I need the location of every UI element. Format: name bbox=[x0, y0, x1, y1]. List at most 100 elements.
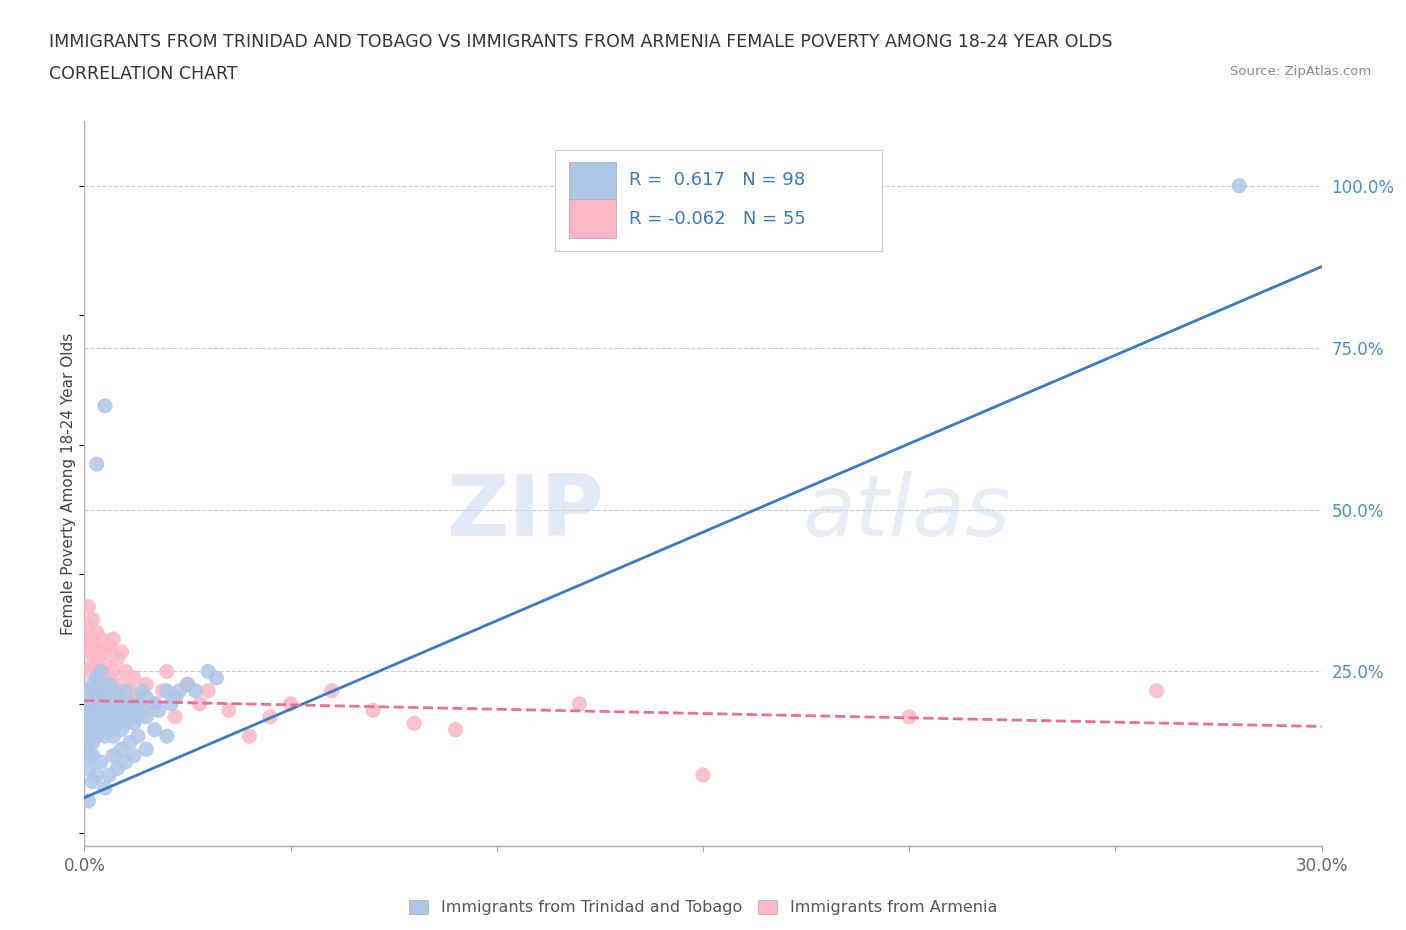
Point bbox=[167, 684, 190, 698]
Point bbox=[197, 684, 219, 698]
Point bbox=[143, 697, 166, 711]
Point bbox=[127, 710, 149, 724]
Point bbox=[94, 677, 117, 692]
Text: IMMIGRANTS FROM TRINIDAD AND TOBAGO VS IMMIGRANTS FROM ARMENIA FEMALE POVERTY AM: IMMIGRANTS FROM TRINIDAD AND TOBAGO VS I… bbox=[49, 33, 1112, 50]
Point bbox=[131, 703, 153, 718]
Point bbox=[77, 697, 100, 711]
Point bbox=[118, 697, 141, 711]
Point bbox=[103, 664, 125, 679]
Text: CORRELATION CHART: CORRELATION CHART bbox=[49, 65, 238, 83]
Point bbox=[105, 716, 128, 731]
Point bbox=[361, 703, 384, 718]
Point bbox=[122, 703, 145, 718]
Point bbox=[77, 631, 100, 646]
Point bbox=[205, 671, 228, 685]
Point bbox=[148, 703, 170, 718]
Point bbox=[77, 723, 100, 737]
Point bbox=[94, 684, 117, 698]
Point bbox=[110, 677, 132, 692]
Point bbox=[114, 697, 136, 711]
Point bbox=[131, 684, 153, 698]
Point bbox=[77, 644, 100, 659]
Point bbox=[238, 729, 260, 744]
Point bbox=[90, 664, 112, 679]
Point bbox=[86, 767, 108, 782]
Point bbox=[103, 710, 125, 724]
Point bbox=[118, 710, 141, 724]
Text: Source: ZipAtlas.com: Source: ZipAtlas.com bbox=[1230, 65, 1371, 78]
Point bbox=[280, 697, 302, 711]
Point bbox=[98, 690, 121, 705]
Point bbox=[98, 677, 121, 692]
Point bbox=[692, 767, 714, 782]
Point bbox=[110, 710, 132, 724]
Point bbox=[94, 398, 117, 413]
Point bbox=[259, 710, 281, 724]
Point bbox=[165, 690, 187, 705]
Point bbox=[94, 729, 117, 744]
Point bbox=[94, 658, 117, 672]
Point bbox=[82, 703, 104, 718]
Point bbox=[82, 631, 104, 646]
Point bbox=[86, 684, 108, 698]
Point bbox=[127, 690, 149, 705]
Legend: Immigrants from Trinidad and Tobago, Immigrants from Armenia: Immigrants from Trinidad and Tobago, Imm… bbox=[402, 894, 1004, 922]
Point bbox=[218, 703, 240, 718]
Point bbox=[77, 684, 100, 698]
Point bbox=[122, 748, 145, 763]
Point bbox=[127, 697, 149, 711]
Point bbox=[197, 664, 219, 679]
Point bbox=[77, 690, 100, 705]
Point bbox=[86, 644, 108, 659]
Point bbox=[110, 723, 132, 737]
Point bbox=[86, 710, 108, 724]
Point bbox=[103, 697, 125, 711]
Text: R = -0.062   N = 55: R = -0.062 N = 55 bbox=[628, 210, 806, 228]
Point bbox=[143, 723, 166, 737]
Point bbox=[188, 697, 211, 711]
Point bbox=[176, 677, 198, 692]
Point bbox=[82, 736, 104, 751]
Point bbox=[135, 742, 157, 757]
Point bbox=[114, 754, 136, 769]
Point bbox=[114, 684, 136, 698]
Point bbox=[82, 716, 104, 731]
Point bbox=[98, 703, 121, 718]
Point bbox=[568, 697, 591, 711]
Point bbox=[114, 664, 136, 679]
Point bbox=[143, 697, 166, 711]
Point bbox=[114, 703, 136, 718]
Point bbox=[82, 723, 104, 737]
Point bbox=[82, 638, 104, 653]
Text: ZIP: ZIP bbox=[446, 472, 605, 554]
Point bbox=[82, 710, 104, 724]
Point bbox=[98, 723, 121, 737]
Point bbox=[105, 651, 128, 666]
Point bbox=[82, 697, 104, 711]
Point bbox=[77, 684, 100, 698]
Point bbox=[118, 684, 141, 698]
Point bbox=[82, 748, 104, 763]
Point bbox=[77, 748, 100, 763]
Point bbox=[86, 457, 108, 472]
Point bbox=[127, 729, 149, 744]
Point bbox=[176, 677, 198, 692]
Point bbox=[122, 671, 145, 685]
Point bbox=[77, 729, 100, 744]
Point bbox=[90, 684, 112, 698]
Y-axis label: Female Poverty Among 18-24 Year Olds: Female Poverty Among 18-24 Year Olds bbox=[60, 333, 76, 635]
Point bbox=[110, 742, 132, 757]
Point bbox=[86, 703, 108, 718]
Point bbox=[103, 684, 125, 698]
Point bbox=[98, 767, 121, 782]
Point bbox=[103, 729, 125, 744]
Point bbox=[1146, 684, 1168, 698]
Point bbox=[82, 684, 104, 698]
Point bbox=[77, 793, 100, 808]
Point bbox=[135, 690, 157, 705]
Point bbox=[82, 697, 104, 711]
Point bbox=[77, 736, 100, 751]
Point bbox=[898, 710, 921, 724]
Point bbox=[90, 697, 112, 711]
Point bbox=[444, 723, 467, 737]
